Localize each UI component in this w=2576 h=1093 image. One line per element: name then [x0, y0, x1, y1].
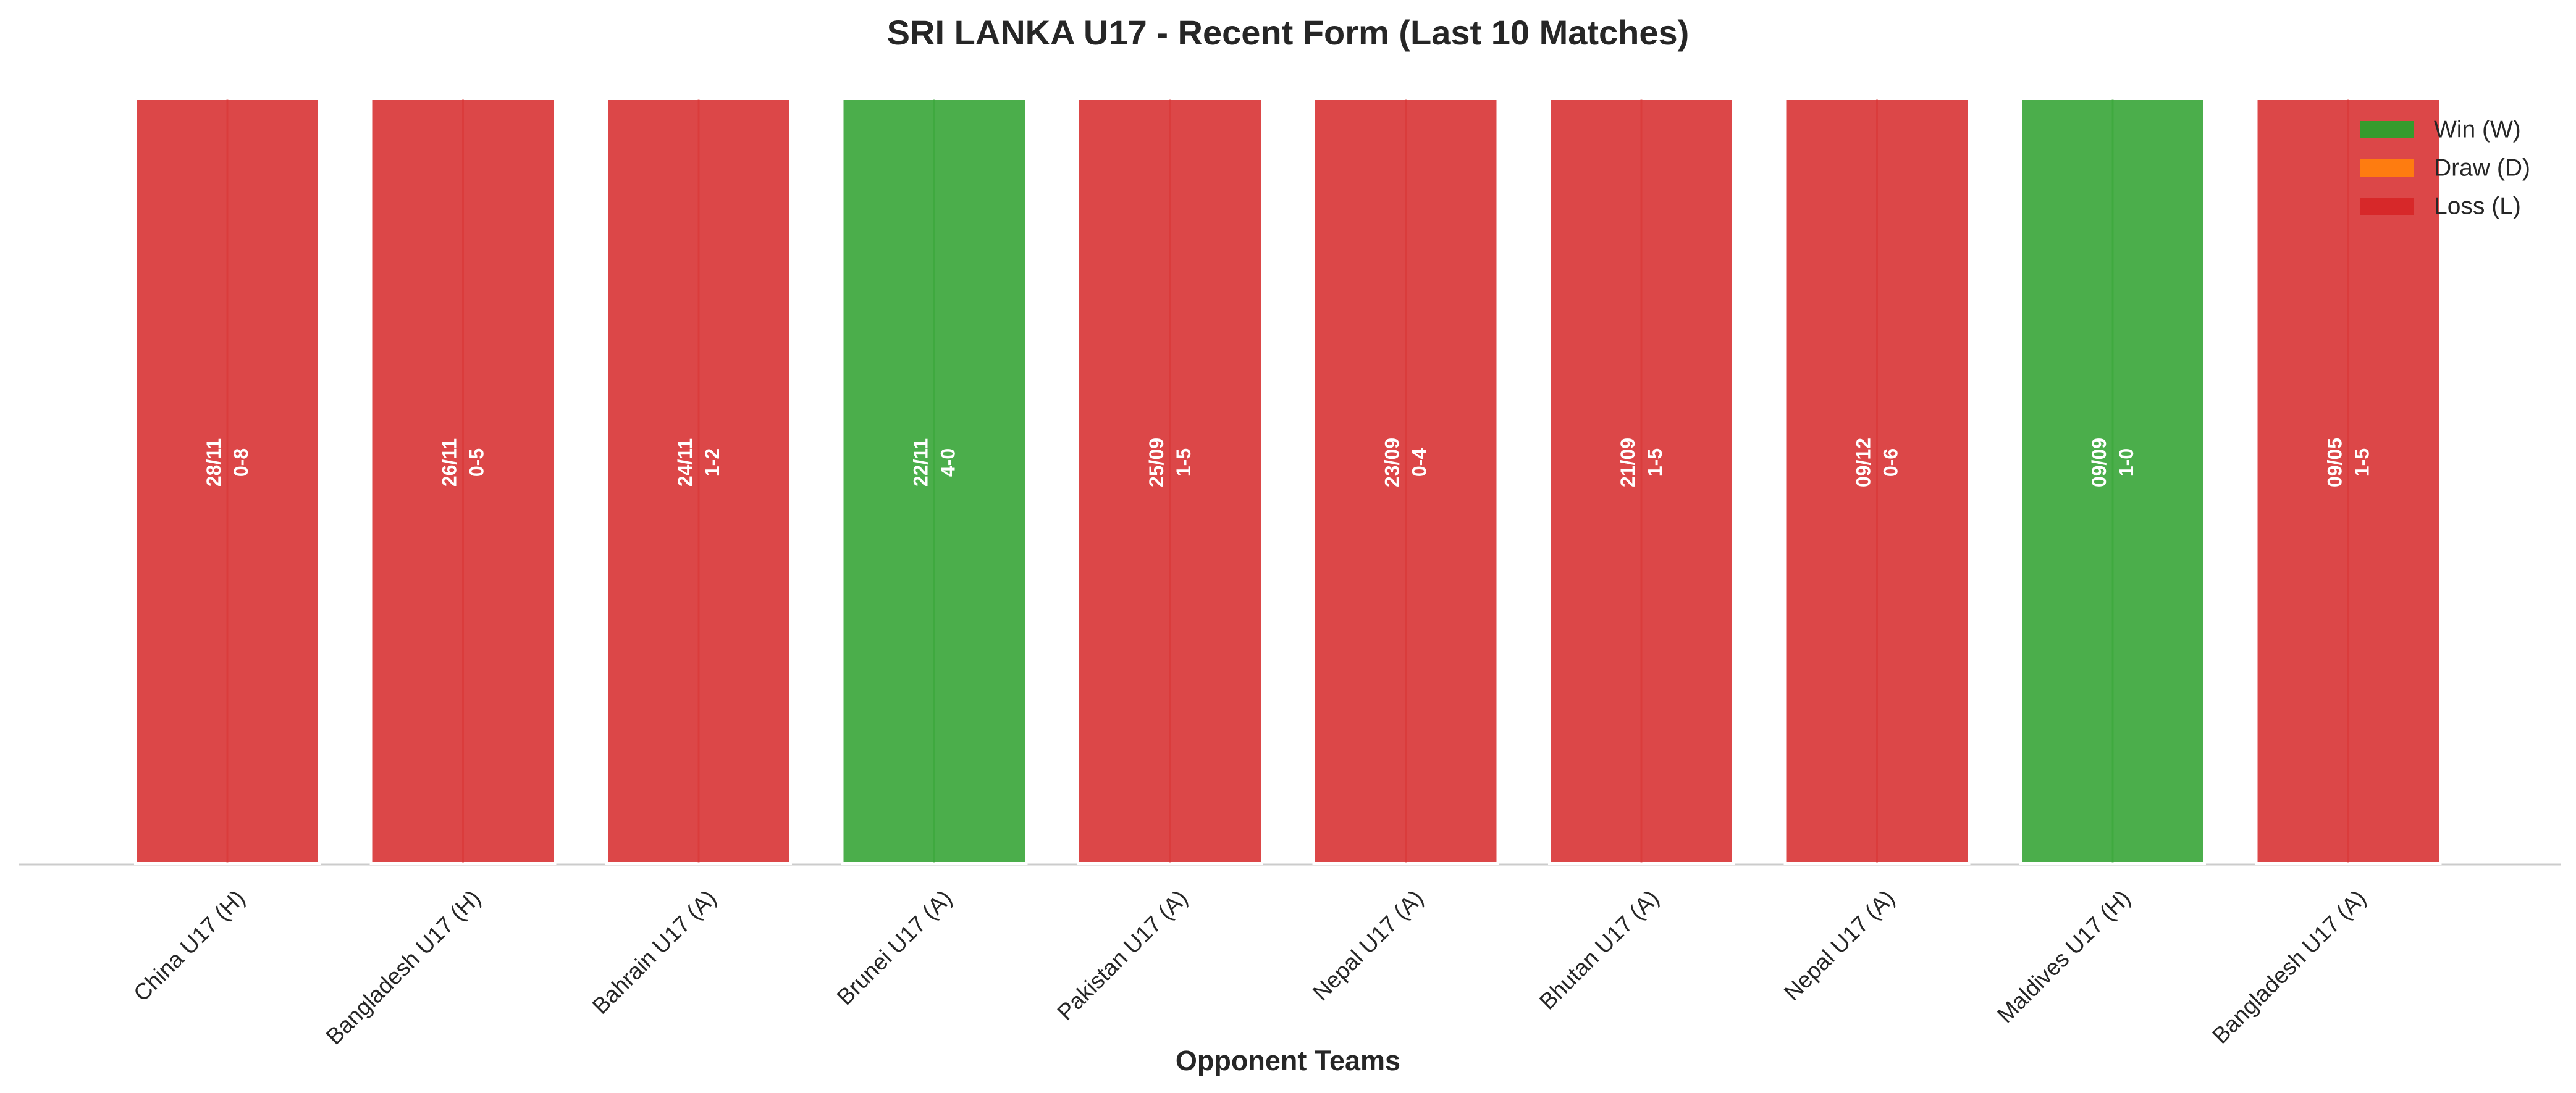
bar-score-label: 0-4: [1408, 448, 1431, 477]
legend: Win (W) Draw (D) Loss (L): [2360, 117, 2530, 220]
bar-9: [2019, 98, 2206, 865]
x-tick-label: Nepal U17 (A): [1308, 885, 1428, 1005]
bar-score-label: 1-0: [2115, 448, 2137, 477]
x-tick-label: Pakistan U17 (A): [1053, 885, 1193, 1025]
bar-3: [605, 98, 792, 865]
x-tick-label: Maldives U17 (H): [1992, 885, 2135, 1028]
legend-swatch-w: [2360, 121, 2414, 138]
x-tick-labels: China U17 (H) Bangladesh U17 (H) Bahrain U…: [128, 885, 2371, 1049]
bar-7: [1548, 98, 1735, 865]
x-tick-label: Bangladesh U17 (A): [2207, 885, 2371, 1049]
bar-date-label: 09/09: [2088, 438, 2110, 487]
x-tick-label: Brunei U17 (A): [832, 885, 957, 1010]
legend-swatch-d: [2360, 159, 2414, 177]
bar-6: [1312, 98, 1499, 865]
bar-8: [1783, 98, 1971, 865]
bar-date-label: 24/11: [674, 438, 696, 487]
bar-score-label: 0-8: [230, 448, 252, 477]
bar-date-label: 09/05: [2324, 438, 2346, 487]
bar-date-label: 25/09: [1145, 438, 1168, 487]
bar-score-label: 1-5: [1172, 448, 1195, 477]
bar-score-label: 0-6: [1880, 448, 1902, 477]
bar-date-label: 21/09: [1617, 438, 1639, 487]
x-tick-label: China U17 (H): [128, 885, 250, 1006]
x-axis-label: Opponent Teams: [1176, 1045, 1400, 1076]
legend-label-l: Loss (L): [2434, 193, 2521, 220]
bar-score-label: 1-5: [1644, 448, 1666, 477]
x-tick-label: Bhutan U17 (A): [1534, 885, 1664, 1014]
bars-group: 28/11 0-8 26/11 0-5 24/11 1-2 22/11 4-0 25/09 1-5…: [134, 98, 2442, 865]
bar-5: [1077, 98, 1263, 865]
bar-10: [2255, 98, 2442, 865]
bar-2: [369, 98, 557, 865]
x-tick-label: Bahrain U17 (A): [587, 885, 722, 1019]
legend-label-w: Win (W): [2434, 117, 2521, 143]
bar-date-label: 09/12: [1853, 438, 1875, 487]
bar-date-label: 22/11: [910, 438, 932, 487]
bar-score-label: 0-5: [466, 448, 488, 477]
bar-1: [134, 98, 321, 865]
x-tick-label: Bangladesh U17 (H): [321, 885, 486, 1049]
bar-score-label: 4-0: [937, 448, 959, 477]
chart-title: SRI LANKA U17 - Recent Form (Last 10 Mat…: [887, 13, 1690, 52]
bar-date-label: 28/11: [203, 438, 225, 487]
legend-label-d: Draw (D): [2434, 155, 2530, 182]
bar-score-label: 1-5: [2351, 448, 2373, 477]
legend-swatch-l: [2360, 198, 2414, 215]
x-tick-label: Nepal U17 (A): [1779, 885, 1900, 1005]
bar-date-label: 26/11: [439, 438, 461, 487]
bar-date-label: 23/09: [1381, 438, 1404, 487]
bar-score-label: 1-2: [701, 448, 723, 477]
bar-4: [841, 98, 1028, 865]
